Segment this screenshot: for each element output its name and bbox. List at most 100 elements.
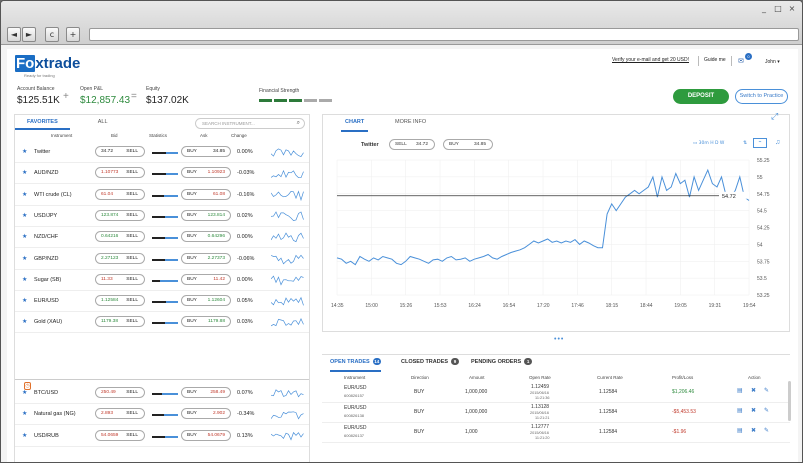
buy-button[interactable]: BUY 11.42 [181,273,231,285]
sell-button[interactable]: 11.33 SELL [95,273,145,285]
address-bar[interactable] [89,28,799,41]
timeframe-selector[interactable]: ▭ 30m H D W [693,141,725,146]
instrument-search[interactable]: SEARCH INSTRUMENT... ⌕ [195,118,305,129]
trades-scrollbar[interactable] [788,381,791,421]
brand-logo[interactable]: Foxtrade [15,55,81,72]
buy-button[interactable]: BUY 61.08 [181,188,231,200]
practice-button[interactable]: Switch to Practice [735,89,788,104]
pencil-icon[interactable]: ✎ [764,387,770,394]
close-trade-icon[interactable]: ✖ [751,427,757,434]
tab-open-trades[interactable]: OPEN TRADES 14 [330,355,381,372]
star-icon[interactable]: ★ [22,233,28,241]
expand-icon[interactable]: ⤢ [771,111,779,121]
sell-button[interactable]: 2.893 SELL [95,408,145,420]
buy-button[interactable]: BUY 34.85 [181,146,231,157]
tab-pending-orders[interactable]: PENDING ORDERS 1 [471,355,533,370]
sell-button[interactable]: 1.10773 SELL [95,167,145,179]
star-icon[interactable]: ★ [22,389,28,396]
sell-button[interactable]: 1179.38 SELL [95,316,145,328]
star-icon[interactable]: ★ [22,297,28,305]
sell-button[interactable]: 123.874 SELL [95,209,145,221]
instrument-row[interactable]: ★ GBP/NZD 2.27123 SELL BUY 2.27373 -0.06% [15,249,309,270]
buy-button[interactable]: BUY 54.0679 [181,429,231,441]
close-window-button[interactable]: × [788,4,796,13]
user-menu[interactable]: John ▾ [765,59,780,65]
star-icon[interactable]: ★ [22,318,28,326]
instrument-row[interactable]: ★ Gold (XAU) 1179.38 SELL BUY 1179.88 0.03% [15,312,309,334]
tab-favorites[interactable]: FAVORITES [15,115,70,130]
x-tick-label: 19:05 [674,303,687,309]
buy-button[interactable]: BUY 1179.88 [181,316,231,328]
edit-icon[interactable]: ▤ [737,387,743,394]
th-open-rate: Open Rate [529,375,551,380]
edit-icon[interactable]: ▤ [737,427,743,434]
star-icon[interactable]: ★ [22,431,28,439]
instrument-row[interactable]: ★ EUR/USD 1.12584 SELL BUY 1.12604 0.05% [15,291,309,313]
instrument-row[interactable]: ★ USD/RUB 54.0659 SELL BUY 54.0679 0.13% [15,426,309,447]
price-chart[interactable]: 55.25 55 54.75 54.5 54.25 54 53.75 53.5 53.25 14:… [329,155,779,320]
instrument-row[interactable]: ★ AUD/NZD 1.10773 SELL BUY 1.10923 -0.03% [15,163,309,185]
close-trade-icon[interactable]: ✖ [751,387,757,394]
buy-button[interactable]: BUY 0.64296 [181,231,231,243]
instrument-row[interactable]: ★ Twitter 34.72 SELL BUY 34.85 0.00% [15,142,309,163]
buy-button[interactable]: BUY 258.49 [181,387,231,398]
sparkline [271,431,304,441]
sell-button[interactable]: 2.27123 SELL [95,252,145,264]
buy-button[interactable]: BUY 1.12604 [181,295,231,307]
trade-row[interactable]: EUR/USD 600826157 BUY 1,000,000 1.12459 2015/… [322,383,790,403]
resize-handle[interactable]: ••• [554,336,565,343]
sell-button[interactable]: 61.04 SELL [95,188,145,200]
pencil-icon[interactable]: ✎ [764,407,770,414]
star-icon[interactable]: ★ [22,254,28,262]
back-icon[interactable]: ◄ [7,27,21,42]
buy-button[interactable]: BUY 2.27373 [181,252,231,264]
edit-icon[interactable]: ▤ [737,407,743,414]
buy-button[interactable]: BUY 1.10923 [181,167,231,179]
deposit-button[interactable]: DEPOSIT [673,89,729,104]
clock-icon: ◷ [24,382,31,390]
chart-buy-button[interactable]: BUY 34.85 [443,139,493,150]
sell-button[interactable]: 250.49 SELL [95,387,145,398]
buy-button[interactable]: BUY 2.902 [181,408,231,420]
reload-icon[interactable]: c [45,27,59,42]
chart-mode-icon[interactable]: ⇅ [743,140,748,146]
equity-label: Equity [146,86,160,92]
maximize-button[interactable]: □ [774,4,782,13]
star-icon[interactable]: ★ [22,190,28,198]
instrument-row[interactable]: ★ USD/JPY 123.874 SELL BUY 123.814 0.02% [15,206,309,227]
pencil-icon[interactable]: ✎ [764,427,770,434]
minimize-button[interactable]: _ [762,4,766,13]
instrument-row[interactable]: ★ BTC/USD 250.49 SELL BUY 258.49 0.07% [15,383,309,404]
star-icon[interactable]: ★ [22,211,28,219]
trade-row[interactable]: EUR/USD 600826137 BUY 1,000 1.12777 2015/06/1… [322,423,790,443]
tab-chart[interactable]: CHART [341,115,369,132]
chart-sell-button[interactable]: SELL 34.72 [389,139,435,150]
sell-button[interactable]: 34.72 SELL [95,146,145,157]
notifications-icon[interactable]: ✉ [738,57,744,65]
instrument-row[interactable]: ★ Sugar (SB) 11.33 SELL BUY 11.42 0.00% [15,270,309,291]
instrument-row[interactable]: ★ WTI crude (CL) 61.04 SELL BUY 61.08 -0.16% [15,185,309,206]
star-icon[interactable]: ★ [22,275,28,283]
trade-row[interactable]: EUR/USD 600826138 BUY 1,000,000 1.13128 2015/… [322,403,790,423]
new-tab-icon[interactable]: + [66,27,80,42]
guide-me-link[interactable]: Guide me [704,57,726,63]
instrument-name: Sugar (SB) [34,276,62,283]
tab-closed-trades[interactable]: CLOSED TRADES 9 [401,355,460,370]
star-icon[interactable]: ★ [22,148,28,155]
star-icon[interactable]: ★ [22,410,28,418]
instrument-row[interactable]: ★ NZD/CHF 0.64216 SELL BUY 0.64296 0.00% [15,227,309,249]
tab-all[interactable]: ALL [97,119,108,125]
sell-button[interactable]: 0.64216 SELL [95,231,145,243]
line-chart-icon[interactable]: ⌁ [753,138,767,148]
sell-button[interactable]: 1.12584 SELL [95,295,145,307]
buy-button[interactable]: BUY 123.814 [181,209,231,221]
forward-icon[interactable]: ► [22,27,36,42]
instrument-row[interactable]: ★ Natural gas (NG) 2.893 SELL BUY 2.902 -0.34% [15,404,309,426]
star-icon[interactable]: ★ [22,169,28,177]
x-tick-label: 15:26 [400,303,413,309]
verify-email-link[interactable]: Verify your e-mail and get 20 USD! [612,57,689,63]
bell-icon[interactable]: ♫ [775,139,781,146]
sell-button[interactable]: 54.0659 SELL [95,429,145,441]
tab-more-info[interactable]: MORE INFO [395,119,427,125]
close-trade-icon[interactable]: ✖ [751,407,757,414]
